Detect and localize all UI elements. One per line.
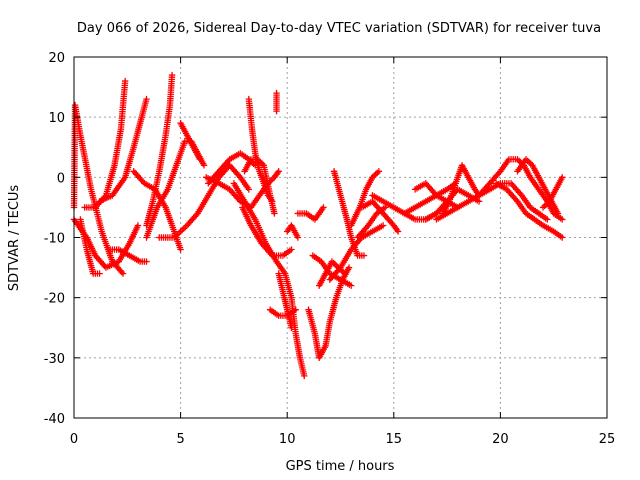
y-tick-label: -10 — [44, 232, 65, 247]
series-sat-15 — [239, 204, 295, 259]
x-tick-label: 25 — [599, 432, 616, 447]
data-point — [301, 372, 308, 380]
y-tick-label: -20 — [44, 292, 65, 307]
series-sat-30 — [358, 198, 402, 235]
data-point — [288, 324, 295, 331]
data-point — [341, 270, 348, 277]
data-point — [554, 210, 562, 217]
series-sat-18 — [273, 89, 280, 115]
data-point — [292, 306, 299, 313]
data-point — [134, 222, 142, 229]
data-point — [119, 270, 127, 277]
y-tick-label: -40 — [44, 412, 65, 427]
data-point — [275, 168, 282, 175]
y-tick-label: -30 — [44, 352, 65, 367]
data-point — [271, 210, 278, 217]
series-sat-28 — [347, 168, 383, 229]
data-point — [559, 234, 566, 241]
series-sat-22 — [294, 204, 327, 223]
data-point — [273, 107, 280, 115]
series-sat-41 — [539, 174, 566, 211]
data-point — [320, 204, 327, 211]
data-point — [544, 216, 551, 223]
series-sat-06 — [104, 246, 150, 265]
x-tick-label: 10 — [279, 432, 296, 447]
y-axis-label: SDTVAR / TECUs — [7, 185, 22, 292]
series-sat-05 — [96, 95, 150, 205]
series-sat-03 — [77, 216, 103, 277]
data-point — [559, 174, 566, 181]
series-sat-04 — [81, 77, 129, 211]
data-point — [559, 216, 566, 223]
data-point — [196, 156, 203, 163]
data-point — [345, 264, 353, 271]
data-point — [177, 246, 184, 253]
ticks-layer: 0 5 10 15 20 25 -40 -30 -20 -10 0 10 20 — [44, 51, 616, 447]
y-tick-label: 20 — [48, 51, 65, 66]
series-sat-40 — [507, 180, 551, 223]
series-sat-21 — [284, 222, 302, 241]
data-point — [375, 168, 383, 175]
series-sat-26 — [330, 168, 368, 259]
chart-title: Day 066 of 2026, Sidereal Day-to-day VTE… — [77, 21, 601, 36]
series-sat-29 — [354, 204, 389, 241]
x-tick-label: 15 — [386, 432, 403, 447]
data-point — [360, 252, 368, 259]
data-point — [394, 228, 402, 235]
data-point — [475, 198, 483, 205]
data-point — [143, 95, 150, 103]
data-point — [121, 77, 129, 85]
y-tick-label: 10 — [48, 111, 65, 126]
data-point — [245, 186, 253, 193]
grid-layer — [74, 57, 607, 418]
data-point — [143, 258, 150, 265]
series-sat-17 — [241, 156, 278, 217]
data-point — [200, 162, 208, 169]
x-axis-label: GPS time / hours — [286, 459, 395, 474]
series-sat-23 — [305, 264, 353, 362]
data-point — [168, 71, 176, 79]
series-sat-14 — [230, 180, 308, 380]
series-sat-20 — [275, 270, 295, 331]
series-sat-08 — [143, 71, 176, 229]
data-point — [288, 246, 295, 253]
data-point — [294, 234, 302, 241]
series-sat-11 — [177, 119, 203, 163]
x-tick-label: 5 — [176, 432, 184, 447]
data-point — [96, 270, 103, 277]
data-point — [379, 222, 387, 229]
y-tick-label: 0 — [57, 171, 65, 186]
data-points — [70, 71, 566, 380]
x-tick-label: 20 — [492, 432, 509, 447]
data-point — [347, 282, 355, 289]
series-sat-02 — [70, 216, 142, 271]
x-tick-label: 0 — [70, 432, 78, 447]
series-sat-38 — [492, 180, 566, 241]
